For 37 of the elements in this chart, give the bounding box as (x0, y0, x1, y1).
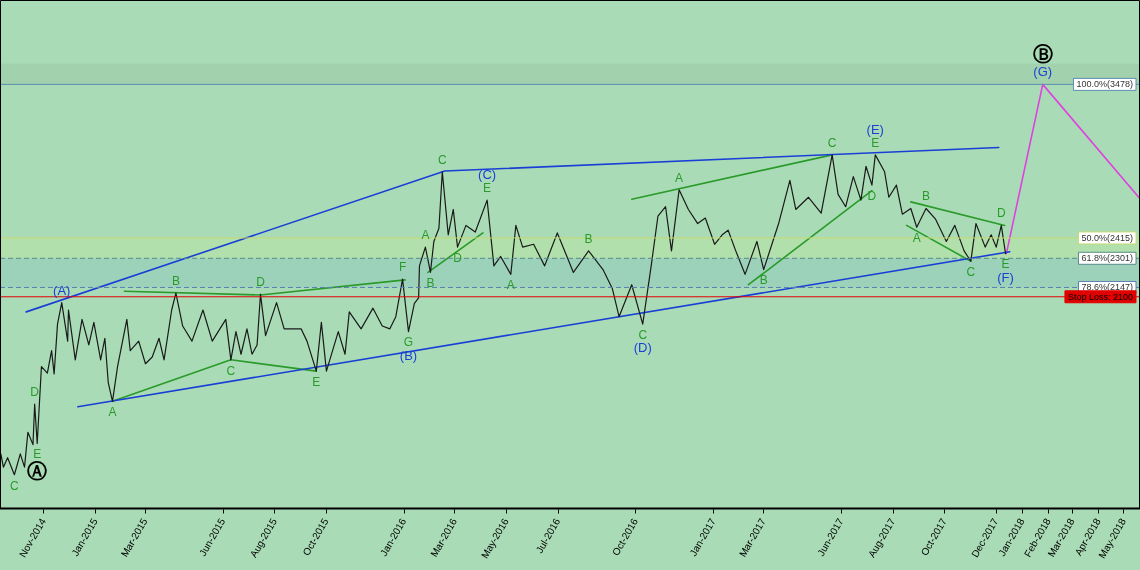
annotation: E (483, 180, 492, 195)
annotation: E (1001, 257, 1010, 272)
annotation: D (996, 206, 1006, 221)
annotation: C (10, 478, 20, 493)
annotation: (E) (866, 121, 884, 137)
ref-line-label: 50.0%(2415) (1081, 232, 1134, 243)
annotation: (C) (478, 167, 497, 183)
annotation: B (426, 276, 435, 291)
annotation: Ⓑ (1032, 41, 1053, 66)
annotation: D (256, 274, 266, 289)
annotation: C (638, 327, 648, 342)
annotation: A (421, 227, 430, 242)
ref-line-label: Stop Loss: 2100 (1067, 291, 1134, 302)
annotation: A (912, 231, 921, 246)
annotation: E (871, 135, 880, 150)
ref-line-label: 61.8%(2301) (1081, 253, 1134, 264)
annotation: C (226, 363, 236, 378)
annotation: C (966, 265, 976, 280)
annotation: C (827, 135, 837, 150)
annotation: (D) (633, 340, 652, 356)
ref-line-label: 78.6%(2147) (1081, 282, 1134, 293)
annotation: G (403, 335, 414, 350)
annotation: F (398, 259, 407, 274)
annotation: B (171, 274, 180, 288)
annotation: (F) (997, 269, 1014, 285)
annotation: B (922, 189, 931, 204)
annotation: B (759, 273, 768, 288)
annotation: A (108, 405, 117, 420)
annotation: A (675, 170, 684, 185)
annotation: E (312, 374, 321, 389)
annotation: (G) (1033, 64, 1053, 80)
annotation: D (453, 250, 463, 265)
annotation: A (506, 278, 515, 293)
annotation: B (584, 231, 593, 246)
annotation: D (30, 385, 40, 400)
annotation: C (437, 152, 447, 167)
ref-line-label: 100.0%(3478) (1076, 79, 1134, 90)
